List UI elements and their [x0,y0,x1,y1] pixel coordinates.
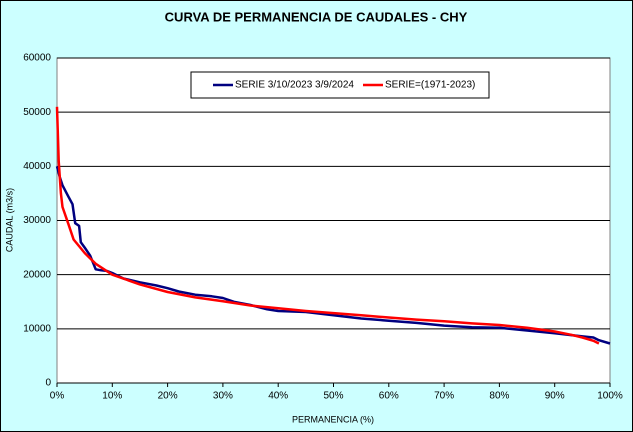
x-tick-label: 10% [102,391,122,402]
series-line [55,165,611,345]
x-tick-label: 70% [434,391,454,402]
x-axis-title: PERMANENCIA (%) [292,414,374,424]
x-tick-label: 40% [268,391,288,402]
x-tick-label: 60% [379,391,399,402]
y-tick-label: 20000 [23,269,51,280]
y-axis-title: CAUDAL (m3/s) [4,188,14,252]
x-tick-label: 30% [213,391,233,402]
y-tick-label: 0 [45,378,51,389]
x-tick-label: 100% [597,391,623,402]
y-tick-label: 40000 [23,161,51,172]
series-line [55,106,600,345]
legend-label: SERIE 3/10/2023 3/9/2024 [235,80,354,91]
legend-label: SERIE=(1971-2023) [385,80,475,91]
y-tick-label: 10000 [23,323,51,334]
y-tick-label: 60000 [23,53,51,64]
y-tick-label: 50000 [23,107,51,118]
legend-box [190,71,490,99]
chart-title: CURVA DE PERMANENCIA DE CAUDALES - CHY [165,9,468,24]
x-tick-label: 20% [158,391,178,402]
x-tick-label: 90% [545,391,565,402]
x-tick-label: 0% [50,391,65,402]
x-tick-label: 50% [323,391,343,402]
y-tick-label: 30000 [23,215,51,226]
x-tick-label: 80% [489,391,509,402]
